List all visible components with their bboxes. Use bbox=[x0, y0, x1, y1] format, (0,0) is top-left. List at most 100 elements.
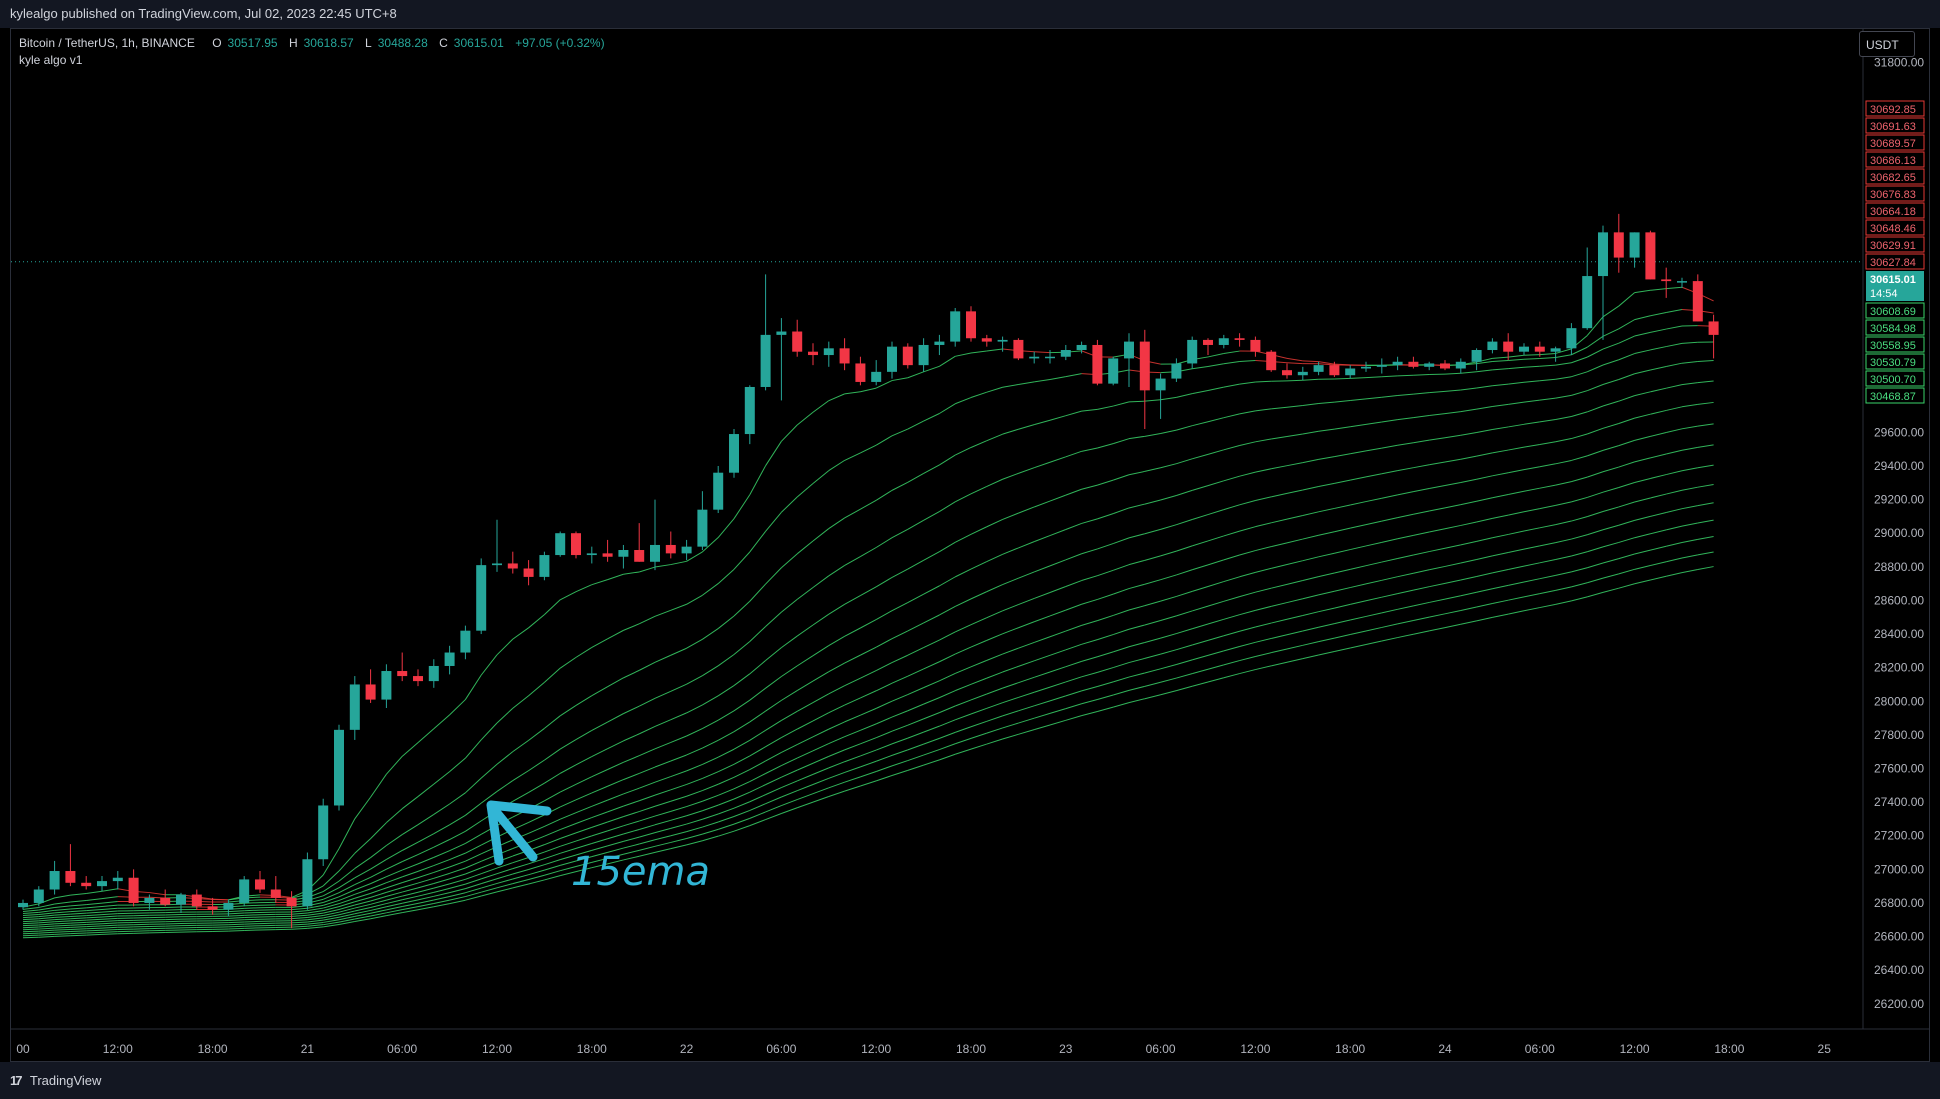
candle[interactable] bbox=[1550, 346, 1561, 362]
candle[interactable] bbox=[492, 519, 502, 572]
candle[interactable] bbox=[397, 652, 408, 682]
candle[interactable] bbox=[49, 860, 60, 895]
candle[interactable] bbox=[1234, 333, 1245, 347]
candle[interactable] bbox=[539, 551, 550, 581]
candle[interactable] bbox=[839, 338, 850, 371]
candle[interactable] bbox=[1297, 366, 1308, 381]
candle[interactable] bbox=[1029, 351, 1040, 364]
candle[interactable] bbox=[871, 360, 882, 386]
candle[interactable] bbox=[1661, 267, 1672, 298]
candle[interactable] bbox=[97, 876, 107, 892]
candle[interactable] bbox=[191, 889, 202, 910]
candle[interactable] bbox=[302, 852, 313, 910]
candle[interactable] bbox=[1519, 343, 1529, 356]
candle[interactable] bbox=[1566, 323, 1577, 356]
candle[interactable] bbox=[33, 886, 44, 907]
candle[interactable] bbox=[1313, 361, 1324, 376]
candle[interactable] bbox=[1471, 348, 1482, 371]
candle[interactable] bbox=[1376, 358, 1387, 374]
candle[interactable] bbox=[808, 343, 818, 366]
candle[interactable] bbox=[1108, 356, 1119, 386]
candle[interactable] bbox=[1361, 361, 1371, 372]
candle[interactable] bbox=[1424, 361, 1435, 371]
candle[interactable] bbox=[729, 429, 739, 478]
candle[interactable] bbox=[1629, 232, 1640, 268]
candle[interactable] bbox=[507, 551, 518, 574]
candle[interactable] bbox=[81, 876, 92, 890]
candle[interactable] bbox=[792, 319, 803, 357]
candle[interactable] bbox=[523, 560, 534, 586]
candle[interactable] bbox=[997, 336, 1008, 352]
candle[interactable] bbox=[555, 531, 566, 557]
candle[interactable] bbox=[413, 669, 423, 687]
candle[interactable] bbox=[602, 539, 613, 562]
candle[interactable] bbox=[223, 899, 234, 917]
candle[interactable] bbox=[1534, 341, 1545, 357]
candle[interactable] bbox=[776, 318, 787, 401]
candle[interactable] bbox=[665, 531, 676, 559]
candle[interactable] bbox=[1203, 338, 1213, 356]
candle[interactable] bbox=[207, 897, 218, 915]
candle[interactable] bbox=[634, 523, 645, 562]
candle[interactable] bbox=[144, 894, 155, 910]
candle[interactable] bbox=[1282, 363, 1292, 379]
candle[interactable] bbox=[1455, 358, 1466, 374]
candle[interactable] bbox=[1408, 356, 1419, 369]
candle[interactable] bbox=[586, 546, 597, 564]
candle[interactable] bbox=[966, 306, 976, 342]
candle[interactable] bbox=[1155, 373, 1166, 419]
candle[interactable] bbox=[1392, 356, 1403, 371]
candle[interactable] bbox=[950, 307, 961, 347]
candle[interactable] bbox=[1076, 341, 1087, 354]
candle[interactable] bbox=[1187, 336, 1198, 369]
candle[interactable] bbox=[697, 491, 708, 551]
candle[interactable] bbox=[160, 889, 171, 907]
candle[interactable] bbox=[1013, 338, 1024, 361]
currency-selector[interactable]: USDT bbox=[1859, 31, 1915, 57]
candle[interactable] bbox=[128, 869, 139, 907]
indicator-label[interactable]: kyle algo v1 bbox=[19, 53, 83, 67]
candle[interactable] bbox=[365, 669, 376, 703]
candle[interactable] bbox=[1613, 213, 1624, 273]
candle[interactable] bbox=[176, 892, 186, 914]
candle[interactable] bbox=[428, 659, 439, 688]
candle[interactable] bbox=[823, 341, 834, 367]
candle[interactable] bbox=[349, 676, 360, 740]
candle[interactable] bbox=[1329, 361, 1340, 377]
candle[interactable] bbox=[681, 539, 692, 561]
candle[interactable] bbox=[855, 356, 866, 386]
candle[interactable] bbox=[286, 891, 297, 929]
candle[interactable] bbox=[1124, 333, 1134, 387]
candle[interactable] bbox=[1708, 314, 1719, 359]
candle[interactable] bbox=[760, 274, 771, 391]
candle[interactable] bbox=[1440, 360, 1450, 371]
candle[interactable] bbox=[650, 499, 660, 571]
candle[interactable] bbox=[1092, 339, 1103, 386]
candle[interactable] bbox=[1266, 350, 1277, 372]
candle[interactable] bbox=[1139, 329, 1150, 429]
candle[interactable] bbox=[444, 645, 455, 675]
candle[interactable] bbox=[381, 664, 392, 708]
candle[interactable] bbox=[1250, 336, 1261, 357]
candle[interactable] bbox=[1060, 344, 1071, 361]
candle[interactable] bbox=[255, 871, 265, 893]
candle[interactable] bbox=[1598, 225, 1608, 340]
candle[interactable] bbox=[981, 334, 992, 347]
candle[interactable] bbox=[887, 341, 897, 379]
candle[interactable] bbox=[1218, 334, 1229, 349]
candle[interactable] bbox=[112, 871, 123, 890]
candle[interactable] bbox=[270, 876, 281, 903]
candle[interactable] bbox=[1345, 365, 1356, 379]
candle[interactable] bbox=[18, 899, 28, 910]
chart-svg[interactable]: 26200.0026400.0026600.0026800.0027000.00… bbox=[11, 29, 1930, 1062]
candle[interactable] bbox=[1171, 358, 1182, 382]
candle[interactable] bbox=[1692, 274, 1703, 322]
candle[interactable] bbox=[1645, 230, 1656, 280]
candle[interactable] bbox=[318, 798, 329, 866]
candle[interactable] bbox=[1487, 338, 1498, 354]
candle[interactable] bbox=[713, 465, 724, 514]
candle[interactable] bbox=[1677, 277, 1687, 288]
candle[interactable] bbox=[918, 338, 929, 372]
candle[interactable] bbox=[1045, 350, 1055, 364]
candle[interactable] bbox=[65, 844, 76, 887]
